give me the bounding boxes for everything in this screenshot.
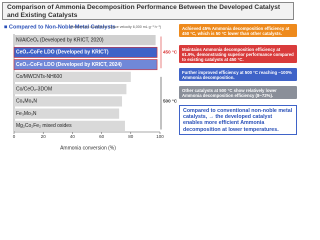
bar	[14, 84, 127, 95]
bar	[14, 108, 120, 119]
callout: Other catalysts at 500 °C show relativel…	[179, 86, 297, 99]
bar-label: Co₃Mo₃N	[16, 99, 37, 105]
x-tick-label: 80	[128, 134, 134, 139]
bar-label: Co/CeO₂-3DOM	[16, 86, 52, 92]
bar-label: Co/MWCNTs-NH600	[16, 74, 62, 80]
bar-label: CeO₂-CoFe LDO (Developed by KRICT, 2024)	[16, 62, 122, 68]
callout: Maintains Ammonia decomposition efficien…	[179, 45, 297, 63]
bar-label: Mg₂Co₂Fe₂ mixed oxides	[16, 123, 72, 129]
bar	[13, 59, 158, 71]
x-tick-label: 100	[156, 134, 164, 139]
chart: ■ Compared to Non-Noble Metal Catalysts …	[4, 24, 178, 151]
chart-title: Comparison of Ammonia Decomposition Perf…	[2, 2, 294, 20]
bar	[14, 71, 131, 82]
bar	[14, 35, 156, 46]
conclusion: Compared to conventional non-noble metal…	[179, 105, 297, 135]
x-tick-label: 40	[70, 134, 76, 139]
bar	[14, 120, 125, 131]
annotation: 500 °C	[163, 99, 178, 104]
x-axis-label: Ammonia conversion (%)	[60, 145, 116, 151]
bar	[14, 96, 123, 107]
x-tick-label: 0	[13, 134, 16, 139]
callout: Achieved 45% Ammonia decomposition effic…	[179, 24, 297, 37]
x-tick-label: 20	[41, 134, 47, 139]
note: (Benchmark conditions: Space velocity 6,…	[70, 25, 161, 29]
bar-label: Ni/AlCeOₓ (Developed by KRICT, 2020)	[16, 37, 104, 43]
callout: Further improved efficiency at 500 °C re…	[179, 68, 297, 81]
bar-label: Fe₃Mo₃N	[16, 111, 37, 117]
page: Comparison of Ammonia Decomposition Perf…	[2, 2, 297, 152]
bar-label: CeO₂-CoFe LDO (Developed by KRICT)	[16, 50, 109, 56]
subtitle: ■ Compared to Non-Noble Metal Catalysts	[4, 24, 116, 30]
x-tick-label: 60	[99, 134, 105, 139]
annotation: 450 °C	[163, 50, 178, 55]
bar	[13, 46, 158, 58]
